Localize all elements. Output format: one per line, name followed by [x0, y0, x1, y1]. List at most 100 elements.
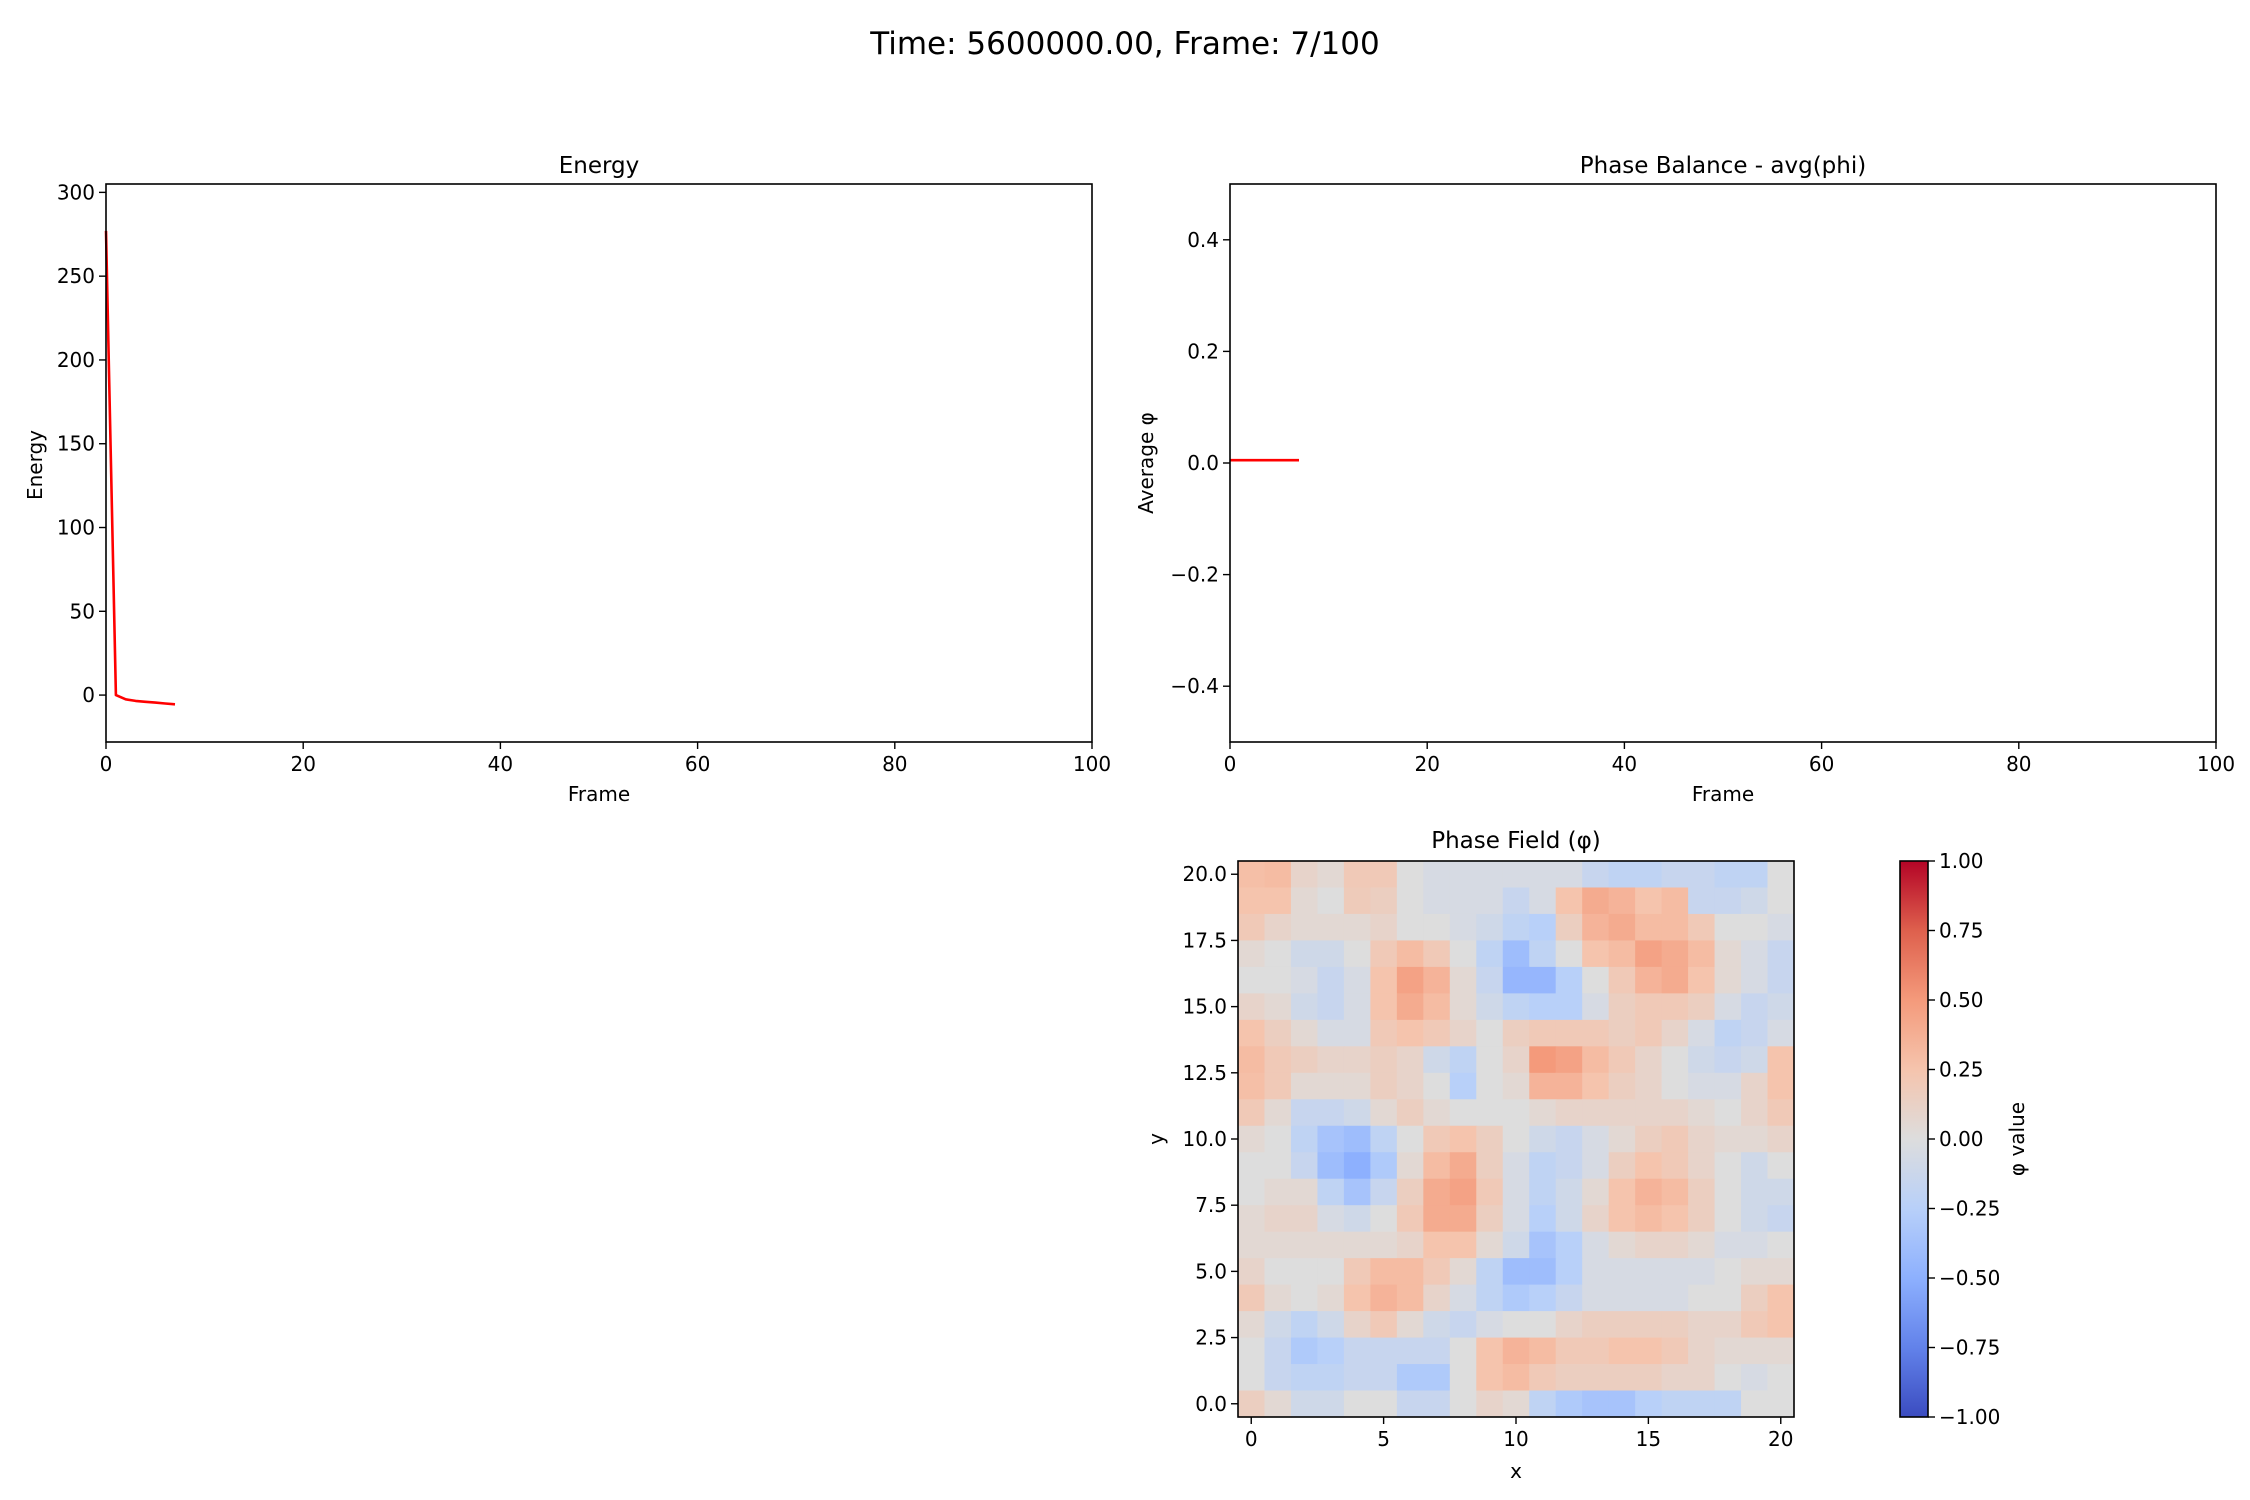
heatmap-cell [1714, 887, 1742, 915]
heatmap-cell [1741, 1364, 1769, 1392]
heatmap-cell [1449, 1152, 1477, 1180]
heatmap-cell [1714, 1125, 1742, 1153]
heatmap-cell [1688, 993, 1716, 1021]
heatmap-cell [1635, 1284, 1663, 1312]
heatmap-cell [1767, 1311, 1795, 1339]
heatmap-cell [1714, 1046, 1742, 1074]
heatmap-cell [1767, 1390, 1795, 1418]
heatmap-cell [1529, 1072, 1557, 1100]
heatmap-cell [1529, 1364, 1557, 1392]
heatmap-cell [1529, 1178, 1557, 1206]
heatmap-cell [1555, 913, 1583, 942]
heatmap-cell [1396, 1258, 1424, 1286]
phase-field-colorbar: −1.00 −0.75 −0.50 −0.25 0.00 0.25 0.50 0.75 1.00… [1899, 849, 2029, 1429]
heatmap-cell [1688, 1019, 1716, 1047]
heatmap-cell [1714, 993, 1742, 1021]
heatmap-cell [1767, 1337, 1795, 1365]
heatmap-cell [1529, 1337, 1557, 1365]
heatmap-cell [1661, 1337, 1689, 1365]
heatmap-cell [1370, 1046, 1398, 1074]
colorbar-label: φ value [2005, 1102, 2029, 1176]
heatmap-cell [1741, 1390, 1769, 1418]
colorbar-tick-label: −0.50 [1939, 1266, 2000, 1290]
energy-chart: Energy Frame Energy 0 20 40 60 80 100 0 50 100 15… [23, 153, 1111, 806]
heatmap-cell [1555, 1205, 1583, 1233]
heatmap-cell [1502, 887, 1530, 915]
heatmap-cell [1767, 861, 1795, 889]
heatmap-cell [1608, 861, 1636, 889]
heatmap-cell [1343, 1364, 1371, 1392]
heatmap-ytick-label: 12.5 [1182, 1061, 1227, 1085]
heatmap-cell [1688, 940, 1716, 968]
heatmap-ytick-label: 2.5 [1195, 1326, 1227, 1350]
heatmap-cell [1264, 1152, 1292, 1180]
heatmap-cell [1317, 993, 1345, 1021]
heatmap-cell [1317, 913, 1345, 942]
phase-balance-xtick-label: 0 [1224, 752, 1237, 776]
phase-balance-ytick-label: 0.0 [1187, 451, 1219, 475]
heatmap-cell [1688, 1046, 1716, 1074]
heatmap-cell [1343, 913, 1371, 942]
heatmap-cell [1529, 1152, 1557, 1180]
heatmap-cell [1661, 1258, 1689, 1286]
heatmap-cell [1396, 1337, 1424, 1365]
heatmap-cell [1396, 1046, 1424, 1074]
heatmap-cell [1582, 1284, 1610, 1312]
colorbar-tick-label: 1.00 [1939, 849, 1984, 873]
heatmap-cell [1290, 1364, 1319, 1392]
heatmap-cell [1502, 1390, 1530, 1418]
heatmap-cell [1264, 966, 1292, 994]
heatmap-cell [1476, 887, 1504, 915]
heatmap-cell [1582, 993, 1610, 1021]
heatmap-cell [1343, 1258, 1371, 1286]
heatmap-cell [1582, 1390, 1610, 1418]
heatmap-cell [1767, 1019, 1795, 1047]
heatmap-cell [1555, 1019, 1583, 1047]
heatmap-cell [1449, 887, 1477, 915]
heatmap-cell [1555, 940, 1583, 968]
heatmap-cell [1661, 993, 1689, 1021]
heatmap-cell [1423, 1046, 1451, 1074]
heatmap-cell [1582, 1205, 1610, 1233]
heatmap-cell [1767, 887, 1795, 915]
heatmap-cell [1661, 940, 1689, 968]
heatmap-cell [1741, 966, 1769, 994]
heatmap-cell [1343, 1231, 1371, 1259]
heatmap-cell [1317, 940, 1345, 968]
energy-xtick-label: 20 [290, 752, 315, 776]
heatmap-cell [1264, 1178, 1292, 1206]
energy-ytick-label: 0 [82, 683, 95, 707]
heatmap-cell [1264, 1258, 1292, 1286]
heatmap-cell [1741, 1046, 1769, 1074]
heatmap-cell [1343, 861, 1371, 889]
heatmap-cell [1688, 1178, 1716, 1206]
colorbar-tick-label: 0.00 [1939, 1127, 1984, 1151]
heatmap-cell [1476, 1019, 1504, 1047]
heatmap-cell [1635, 861, 1663, 889]
heatmap-cell [1582, 1178, 1610, 1206]
heatmap-cell [1343, 1178, 1371, 1206]
heatmap-cell [1396, 1152, 1424, 1180]
heatmap-cell [1370, 940, 1398, 968]
heatmap-cell [1449, 1364, 1477, 1392]
heatmap-cell [1555, 1258, 1583, 1286]
energy-ytick-label: 200 [57, 348, 95, 372]
energy-chart-xlabel: Frame [568, 782, 630, 806]
heatmap-cell [1661, 1178, 1689, 1206]
energy-chart-ticks: 0 20 40 60 80 100 0 50 100 150 200 250 300 [57, 180, 1111, 776]
heatmap-cell [1290, 1178, 1319, 1206]
heatmap-cell [1290, 1390, 1319, 1418]
heatmap-cell [1741, 913, 1769, 942]
phase-balance-ytick-label: −0.2 [1170, 563, 1219, 587]
heatmap-cell [1661, 1364, 1689, 1392]
heatmap-cell [1608, 1072, 1636, 1100]
heatmap-cell [1370, 1364, 1398, 1392]
heatmap-cell [1608, 1046, 1636, 1074]
heatmap-cell [1635, 1311, 1663, 1339]
heatmap-cell [1741, 993, 1769, 1021]
heatmap-cell [1423, 1178, 1451, 1206]
heatmap-ytick-label: 5.0 [1195, 1259, 1227, 1283]
heatmap-cell [1767, 1284, 1795, 1312]
heatmap-cell [1264, 1099, 1292, 1127]
heatmap-cell [1529, 940, 1557, 968]
